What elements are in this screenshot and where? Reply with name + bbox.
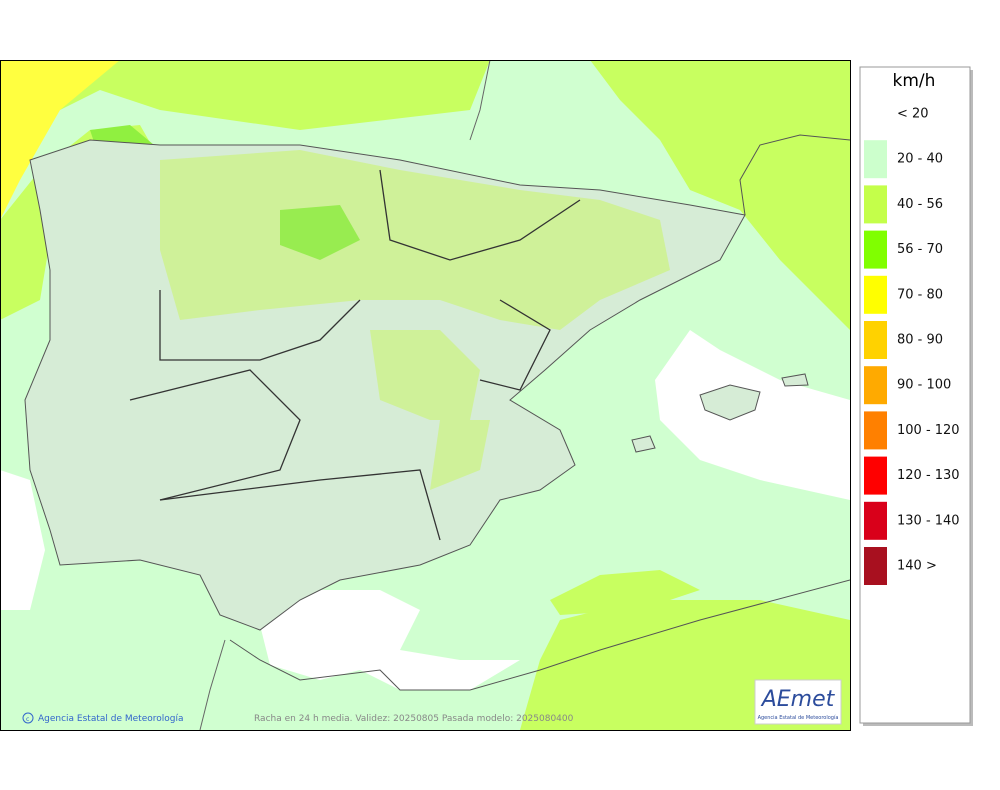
coast [469, 60, 491, 141]
zone [655, 330, 850, 500]
mallorca [699, 384, 761, 421]
logo: AEmet [760, 687, 836, 712]
legend-swatch [864, 501, 887, 540]
zone [160, 150, 670, 330]
zone [0, 470, 45, 610]
legend-swatch [864, 95, 887, 133]
zone [0, 60, 120, 220]
legend-label: 90 - 100 [897, 378, 951, 393]
logo-box [754, 679, 842, 725]
zone [0, 60, 490, 130]
copyright-mark: c [26, 716, 29, 723]
border [479, 299, 551, 391]
coast [199, 639, 226, 730]
legend-label: 100 - 120 [897, 423, 960, 438]
legend-label: 40 - 56 [897, 197, 943, 212]
map-frame [0, 60, 851, 731]
legend-label: 120 - 130 [897, 468, 960, 483]
legend-swatch [864, 140, 887, 179]
caption: Racha en 24 h media. Validez: 20250805 P… [254, 714, 574, 724]
zone [370, 330, 480, 420]
legend-swatch [864, 275, 887, 314]
legend-swatch [864, 456, 887, 495]
legend-swatch [864, 366, 887, 405]
credit: Agencia Estatal de Meteorología [38, 714, 184, 724]
zone [280, 205, 360, 260]
coast [739, 134, 850, 216]
zone [590, 60, 850, 330]
legend-swatch [864, 321, 887, 359]
coast [229, 579, 850, 691]
legend-label: 130 - 140 [897, 513, 960, 528]
legend-swatch [864, 411, 887, 450]
legend-label: 20 - 40 [897, 152, 943, 167]
legend-label: 70 - 80 [897, 287, 943, 302]
ibiza [631, 435, 656, 453]
legend-label: < 20 [897, 107, 929, 122]
border [379, 169, 581, 261]
legend-items: < 20 20 - 40 40 - 56 56 - 70 70 - 80 80 - 90 9… [864, 95, 960, 585]
border [159, 469, 441, 541]
legend-label: 56 - 70 [897, 242, 943, 257]
zone [430, 420, 490, 490]
logo-subtitle: Agencia Estatal de Meteorología [758, 714, 839, 721]
legend-swatch [864, 185, 887, 224]
legend-label: 80 - 90 [897, 333, 943, 348]
copyright-icon [22, 712, 34, 724]
legend-label: 140 > [897, 559, 937, 574]
legend-swatch [864, 230, 887, 269]
border [159, 290, 361, 361]
menorca [781, 373, 809, 387]
border [129, 369, 301, 501]
zone [260, 590, 520, 690]
legend-swatch [864, 547, 887, 585]
map: c Agencia Estatal de Meteorología Racha … [0, 60, 850, 730]
zone [550, 570, 700, 615]
legend-unit: km/h [893, 71, 936, 91]
